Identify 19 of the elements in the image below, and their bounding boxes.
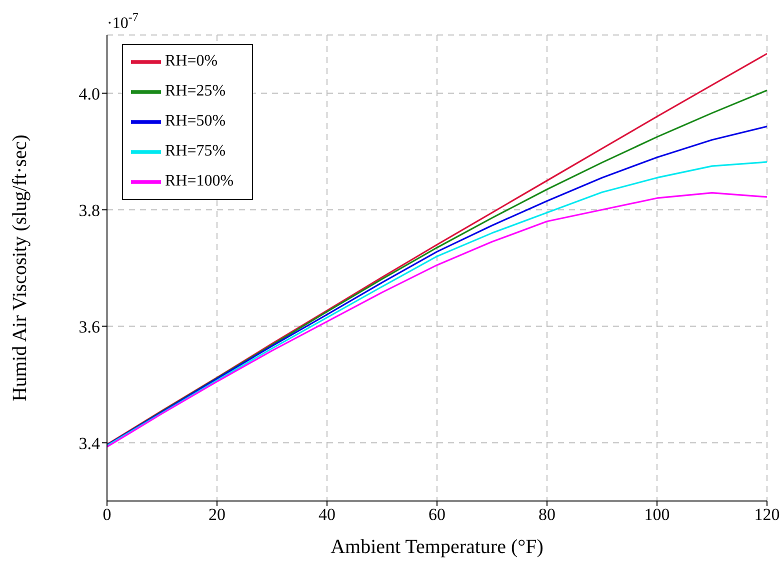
y-tick-label: 3.8 — [78, 200, 100, 220]
legend-label: RH=0% — [165, 52, 218, 70]
x-tick-label: 20 — [208, 505, 226, 524]
x-tick-label: 100 — [644, 505, 670, 524]
x-tick-label: 40 — [318, 505, 336, 524]
legend-label: RH=25% — [165, 82, 226, 100]
legend-label: RH=50% — [165, 112, 226, 130]
x-tick-label: 120 — [754, 505, 780, 524]
legend-label: RH=100% — [165, 172, 234, 190]
y-tick-label: 3.6 — [78, 317, 100, 336]
axis-multiplier: ·10$^{-7}$ — [105, 8, 165, 34]
legend-label: RH=75% — [165, 142, 226, 160]
y-tick-label: 3.4 — [78, 434, 100, 453]
x-tick-label: 0 — [102, 505, 112, 524]
x-tick-label: 80 — [538, 505, 556, 524]
x-axis-title: Ambient Temperature (°F) — [330, 536, 544, 558]
y-tick-label: 4.0 — [78, 84, 100, 104]
x-tick-label: 60 — [428, 505, 446, 524]
y-axis-title: Humid Air Viscosity (slug/ft·sec) — [9, 134, 32, 402]
